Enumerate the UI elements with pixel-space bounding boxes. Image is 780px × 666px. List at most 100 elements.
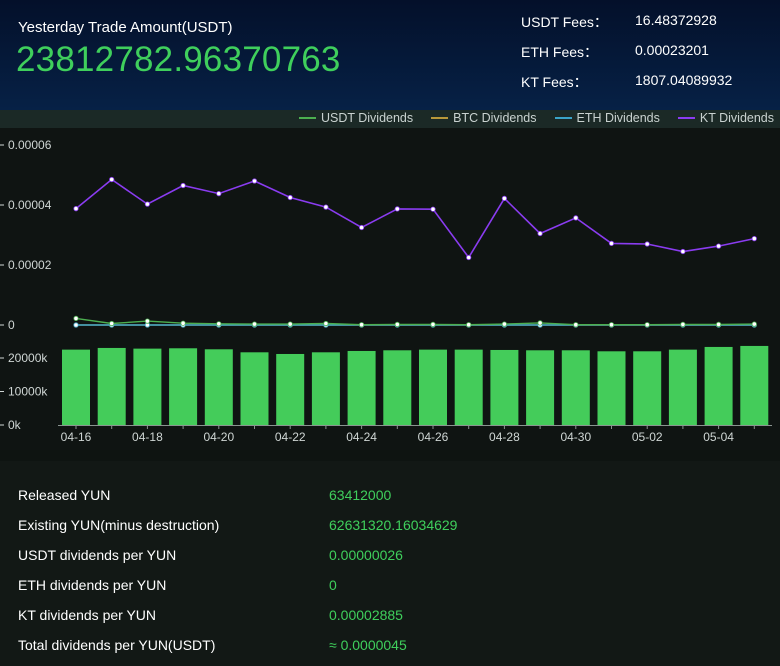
header-panel: Yesterday Trade Amount(USDT) 23812782.96… xyxy=(0,0,780,110)
bar xyxy=(526,350,555,425)
data-point xyxy=(644,322,650,328)
info-row-kt-dividends: KT dividends per YUN 0.00002885 xyxy=(18,607,403,623)
series-line-kt-dividends xyxy=(75,178,755,259)
data-point xyxy=(715,243,722,249)
data-point xyxy=(608,322,615,328)
fees-list: USDT Fees： 16.48372928 ETH Fees： 0.00023… xyxy=(521,12,732,102)
x-tick-label: 05-02 xyxy=(632,430,663,444)
legend-item-btc[interactable]: BTC Dividends xyxy=(431,111,537,125)
data-point xyxy=(251,178,258,184)
bar xyxy=(561,350,590,425)
data-point xyxy=(358,322,365,328)
legend-label: BTC Dividends xyxy=(453,111,537,125)
data-point xyxy=(573,215,579,221)
data-point xyxy=(73,206,79,212)
info-label: Existing YUN(minus destruction) xyxy=(18,517,220,533)
bar xyxy=(169,348,198,425)
info-panel: Released YUN 63412000 Existing YUN(minus… xyxy=(0,461,780,666)
legend-item-eth[interactable]: ETH Dividends xyxy=(554,111,660,125)
data-point xyxy=(466,254,472,261)
data-point xyxy=(144,318,150,324)
series-line-usdt-dividends xyxy=(75,317,755,326)
fee-value: 0.00023201 xyxy=(635,42,709,58)
data-point xyxy=(680,248,686,255)
data-point xyxy=(180,320,186,326)
legend-label: USDT Dividends xyxy=(320,111,414,125)
y-tick-label: 0.00002 xyxy=(8,258,52,272)
data-point xyxy=(287,194,293,201)
bar xyxy=(490,349,519,425)
y-tick-label: 0 xyxy=(8,318,15,332)
info-value: 0.00002885 xyxy=(329,607,403,623)
fee-row-usdt: USDT Fees： 16.48372928 xyxy=(521,12,732,42)
dividends-chart: USDT Dividends BTC Dividends ETH Dividen… xyxy=(0,110,780,450)
data-point xyxy=(144,201,150,207)
x-tick-label: 04-28 xyxy=(489,430,520,444)
y-tick-label: 20000k xyxy=(8,351,48,365)
x-tick-label: 04-24 xyxy=(346,430,377,444)
data-point xyxy=(751,236,757,242)
data-point xyxy=(73,315,79,321)
info-value: ≈ 0.0000045 xyxy=(329,637,407,653)
legend-swatch xyxy=(554,117,572,119)
x-tick-label: 04-22 xyxy=(275,430,306,444)
fee-name: USDT Fees： xyxy=(521,14,608,30)
x-tick-label: 04-30 xyxy=(560,430,591,444)
fee-value: 16.48372928 xyxy=(635,12,717,28)
legend-swatch xyxy=(677,117,695,119)
bar xyxy=(62,349,90,425)
data-point xyxy=(501,321,507,327)
data-point xyxy=(608,240,615,246)
info-value: 63412000 xyxy=(329,487,392,503)
data-point xyxy=(216,321,222,327)
bar xyxy=(204,349,233,425)
data-point xyxy=(715,321,722,327)
y-tick-label: 10000k xyxy=(8,385,48,399)
y-tick-label: 0.00004 xyxy=(8,198,52,212)
data-point xyxy=(287,321,293,327)
data-point xyxy=(501,195,507,202)
x-tick-label: 05-04 xyxy=(703,430,734,444)
bar xyxy=(276,353,305,425)
fee-row-eth: ETH Fees： 0.00023201 xyxy=(521,42,732,72)
data-point xyxy=(573,322,579,328)
data-point xyxy=(644,241,650,247)
info-value: 62631320.16034629 xyxy=(329,517,458,533)
data-point xyxy=(394,206,400,212)
data-point xyxy=(680,321,686,327)
info-value: 0 xyxy=(329,577,337,593)
bar xyxy=(597,351,626,425)
legend-swatch xyxy=(298,117,316,119)
data-point xyxy=(537,320,543,326)
info-label: KT dividends per YUN xyxy=(18,607,156,623)
data-point xyxy=(109,176,115,183)
bar xyxy=(633,351,662,425)
legend-item-usdt[interactable]: USDT Dividends xyxy=(298,111,414,125)
legend-swatch xyxy=(431,117,449,119)
info-row-total-dividends: Total dividends per YUN(USDT) ≈ 0.000004… xyxy=(18,637,407,653)
fee-name: ETH Fees： xyxy=(521,44,599,60)
info-row-existing: Existing YUN(minus destruction) 62631320… xyxy=(18,517,457,533)
data-point xyxy=(430,206,436,212)
fee-row-kt: KT Fees： 1807.04089932 xyxy=(521,72,732,102)
fee-value: 1807.04089932 xyxy=(635,72,733,88)
data-point xyxy=(358,224,365,231)
info-label: Total dividends per YUN(USDT) xyxy=(18,637,216,653)
fee-name: KT Fees： xyxy=(521,74,588,90)
trade-amount-value: 23812782.96370763 xyxy=(16,40,341,79)
info-label: USDT dividends per YUN xyxy=(18,547,177,563)
chart-canvas: 0 0.00002 0.00004 0.00006 0k 10000k 20000k 04-1… xyxy=(0,138,772,444)
legend-item-kt[interactable]: KT Dividends xyxy=(677,111,774,125)
bar xyxy=(740,345,769,425)
bar xyxy=(668,349,697,425)
bar xyxy=(704,346,733,425)
data-point xyxy=(180,182,186,189)
data-point xyxy=(251,321,258,327)
x-tick-label: 04-16 xyxy=(61,430,92,444)
data-point xyxy=(323,320,329,327)
data-point xyxy=(394,321,400,327)
data-point xyxy=(466,322,472,328)
y-tick-label: 0k xyxy=(8,418,22,432)
info-row-released: Released YUN 63412000 xyxy=(18,487,391,503)
legend-bar xyxy=(0,110,780,128)
